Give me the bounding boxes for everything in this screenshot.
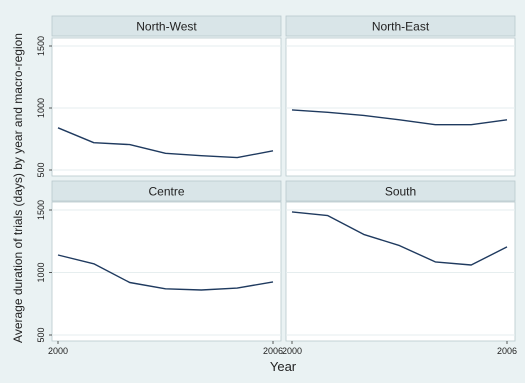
y-tick-label: 1000 [36, 98, 46, 118]
y-tick-label: 1000 [36, 262, 46, 282]
plot-area [285, 201, 516, 342]
x-tick-label: 2006 [263, 346, 283, 356]
y-tick-label: 1500 [36, 200, 46, 220]
panel-title: South [385, 185, 416, 199]
x-tick-label: 2000 [282, 346, 302, 356]
series-line [291, 211, 508, 266]
panel-north-east: North-East [285, 15, 516, 177]
panel-centre: Centre 500 1000 1500 2000 2006 [36, 180, 283, 356]
panel-header [51, 180, 282, 202]
series-line [57, 127, 274, 159]
panel-header [51, 15, 282, 37]
panel-header [285, 180, 516, 202]
panel-grid: North-West 500 1000 1500 North-East Centre 500… [36, 15, 517, 356]
y-axis-label: Average duration of trials (days) by yea… [11, 33, 25, 343]
y-tick-label: 500 [36, 327, 46, 342]
y-tick-label: 1500 [36, 36, 46, 56]
x-tick-label: 2000 [48, 346, 68, 356]
y-tick-label: 500 [36, 162, 46, 177]
panel-header [285, 15, 516, 37]
panel-title: North-East [372, 20, 430, 34]
x-axis-label: Year [270, 359, 297, 374]
x-tick-label: 2006 [497, 346, 517, 356]
panel-title: Centre [148, 185, 184, 199]
plot-area [285, 37, 516, 177]
series-line [291, 109, 508, 126]
panel-south: South 2000 2006 [282, 180, 517, 356]
panel-north-west: North-West 500 1000 1500 [36, 15, 282, 178]
series-line [57, 254, 274, 291]
plot-area [51, 201, 282, 342]
panel-title: North-West [136, 20, 197, 34]
